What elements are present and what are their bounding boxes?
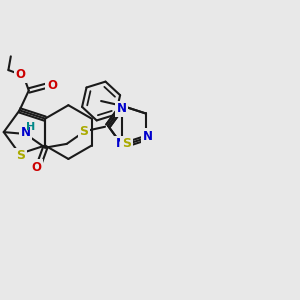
Text: N: N [143, 130, 153, 142]
Text: S: S [80, 125, 88, 138]
Text: H: H [26, 122, 35, 132]
Text: N: N [21, 127, 31, 140]
Text: O: O [31, 161, 41, 174]
Text: O: O [47, 80, 57, 92]
Text: N: N [116, 137, 125, 150]
Text: S: S [122, 137, 131, 150]
Text: O: O [15, 68, 26, 81]
Text: N: N [116, 102, 127, 116]
Text: S: S [16, 149, 25, 162]
